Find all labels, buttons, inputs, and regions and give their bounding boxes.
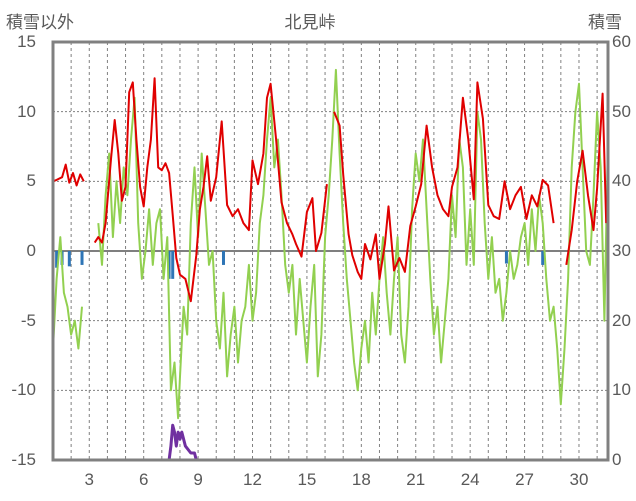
precip-bar bbox=[504, 251, 508, 264]
grid-lines bbox=[53, 42, 608, 460]
x-tick-label: 18 bbox=[351, 470, 371, 489]
x-tick-label: 9 bbox=[193, 470, 203, 489]
left-axis-title: 積雪以外 bbox=[6, 13, 74, 32]
x-tick-label: 24 bbox=[460, 470, 480, 489]
temperature-line bbox=[52, 77, 608, 303]
precip-bar bbox=[67, 251, 71, 267]
precip-bar bbox=[221, 251, 225, 265]
precip-bars bbox=[55, 251, 545, 279]
x-tick-label: 30 bbox=[569, 470, 589, 489]
chart-title: 北見峠 bbox=[284, 13, 336, 32]
right-axis-title: 積雪 bbox=[588, 13, 622, 32]
left-tick-label: -5 bbox=[20, 310, 36, 330]
right-tick-label: 10 bbox=[612, 380, 631, 400]
x-tick-label: 6 bbox=[138, 470, 149, 489]
precip-bar bbox=[171, 251, 175, 279]
plot-frame bbox=[51, 40, 610, 462]
series-lines bbox=[52, 68, 609, 462]
x-tick-label: 15 bbox=[297, 470, 317, 489]
snow-line bbox=[53, 423, 608, 462]
right-tick-label: 50 bbox=[612, 101, 631, 121]
right-tick-label: 40 bbox=[612, 171, 631, 191]
left-tick-label: 10 bbox=[17, 101, 36, 121]
x-tick-label: 3 bbox=[84, 470, 94, 489]
right-tick-label: 60 bbox=[612, 32, 631, 51]
x-tick-label: 27 bbox=[515, 470, 535, 489]
x-tick-label: 21 bbox=[406, 470, 426, 489]
left-tick-label: -10 bbox=[11, 380, 36, 400]
right-tick-label: 0 bbox=[612, 450, 622, 469]
wind-line bbox=[52, 68, 609, 420]
precip-bar bbox=[541, 251, 545, 265]
precip-bar bbox=[55, 251, 59, 268]
left-tick-label: 15 bbox=[17, 32, 36, 51]
left-tick-label: -15 bbox=[11, 450, 36, 469]
right-tick-label: 20 bbox=[612, 310, 631, 330]
left-tick-label: 0 bbox=[26, 241, 36, 260]
left-tick-label: 5 bbox=[26, 171, 36, 191]
right-tick-label: 30 bbox=[612, 241, 631, 260]
precip-bar bbox=[80, 251, 84, 265]
x-tick-label: 12 bbox=[243, 470, 262, 489]
precip-bar bbox=[167, 251, 171, 279]
